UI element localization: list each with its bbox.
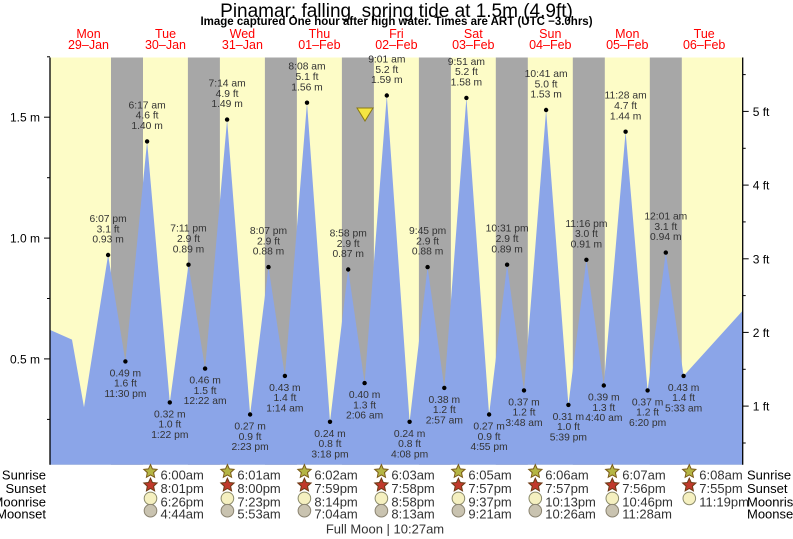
svg-text:0.94 m: 0.94 m (650, 232, 681, 243)
svg-text:11:19pm: 11:19pm (699, 494, 749, 509)
svg-text:31–Jan: 31–Jan (222, 38, 263, 52)
svg-text:8:13am: 8:13am (391, 507, 434, 522)
svg-text:0.88 m: 0.88 m (412, 247, 443, 258)
svg-text:06–Feb: 06–Feb (683, 38, 725, 52)
svg-text:4:44am: 4:44am (161, 507, 204, 522)
svg-text:3:18 pm: 3:18 pm (311, 449, 348, 460)
svg-text:02–Feb: 02–Feb (375, 38, 417, 52)
svg-text:4:08 pm: 4:08 pm (391, 449, 428, 460)
svg-text:0.91 m: 0.91 m (571, 239, 602, 250)
svg-text:Moonset: Moonset (0, 507, 46, 522)
svg-text:7:04am: 7:04am (314, 507, 357, 522)
svg-text:0.88 m: 0.88 m (253, 247, 284, 258)
svg-text:4:40 am: 4:40 am (585, 413, 622, 424)
svg-text:2:06 am: 2:06 am (346, 411, 383, 422)
svg-text:6:20 pm: 6:20 pm (629, 418, 666, 429)
svg-text:4:55 pm: 4:55 pm (470, 442, 507, 453)
svg-text:1 ft: 1 ft (753, 400, 770, 414)
svg-text:05–Feb: 05–Feb (606, 38, 648, 52)
svg-text:0.89 m: 0.89 m (491, 244, 522, 255)
svg-text:1.59 m: 1.59 m (371, 75, 402, 86)
svg-text:1:22 pm: 1:22 pm (151, 430, 188, 441)
svg-text:03–Feb: 03–Feb (452, 38, 494, 52)
svg-text:1.5 m: 1.5 m (10, 111, 40, 125)
svg-text:2:23 pm: 2:23 pm (231, 442, 268, 453)
svg-text:04–Feb: 04–Feb (529, 38, 571, 52)
svg-text:29–Jan: 29–Jan (68, 38, 109, 52)
svg-text:0.89 m: 0.89 m (173, 244, 204, 255)
svg-text:9:21am: 9:21am (468, 507, 511, 522)
svg-text:11:28am: 11:28am (622, 507, 672, 522)
svg-text:12:22 am: 12:22 am (184, 396, 227, 407)
svg-text:2:57 am: 2:57 am (426, 416, 463, 427)
svg-text:30–Jan: 30–Jan (145, 38, 186, 52)
svg-text:01–Feb: 01–Feb (298, 38, 340, 52)
svg-text:Moonset: Moonset (747, 507, 793, 522)
svg-text:10:26am: 10:26am (545, 507, 596, 522)
svg-text:3:48 am: 3:48 am (505, 418, 542, 429)
svg-text:1:14 am: 1:14 am (266, 404, 303, 415)
svg-text:1.49 m: 1.49 m (211, 99, 242, 110)
svg-text:5:33 am: 5:33 am (665, 404, 702, 415)
svg-text:1.0 m: 1.0 m (10, 232, 40, 246)
svg-text:0.87 m: 0.87 m (332, 249, 363, 260)
svg-text:3 ft: 3 ft (753, 252, 770, 266)
svg-text:1.58 m: 1.58 m (451, 78, 482, 89)
svg-text:2 ft: 2 ft (753, 326, 770, 340)
svg-text:1.53 m: 1.53 m (530, 90, 561, 101)
svg-text:0.93 m: 0.93 m (92, 235, 123, 246)
svg-text:0.5 m: 0.5 m (10, 352, 40, 366)
svg-text:5:39 pm: 5:39 pm (550, 433, 587, 444)
svg-text:5:53am: 5:53am (237, 507, 280, 522)
svg-text:11:30 pm: 11:30 pm (104, 389, 146, 400)
svg-text:1.56 m: 1.56 m (291, 82, 322, 93)
svg-text:4 ft: 4 ft (753, 179, 770, 193)
svg-text:Full Moon | 10:27am: Full Moon | 10:27am (326, 522, 444, 537)
svg-text:1.40 m: 1.40 m (131, 121, 162, 132)
svg-text:5 ft: 5 ft (753, 105, 770, 119)
svg-text:1.44 m: 1.44 m (610, 111, 641, 122)
